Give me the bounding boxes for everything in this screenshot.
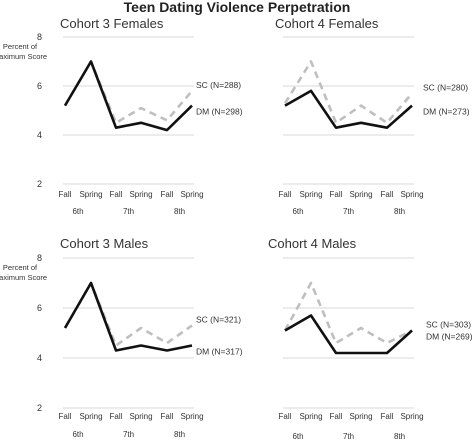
chart-1-series-sc-line (63, 60, 193, 125)
chart-2-series-dm-line (284, 89, 413, 129)
chart-3-series-label: DM (N=317) (196, 347, 243, 357)
chart-2-series-label: DM (N=273) (423, 107, 470, 117)
chart-4-grade-label: 7th (343, 432, 354, 441)
chart-4-category-label: Fall (330, 412, 343, 421)
chart-1-ytick-label: 8 (37, 32, 42, 42)
chart-2-category-label: Spring (349, 190, 372, 199)
chart-3-ytick-label: 2 (37, 403, 42, 413)
chart-2-category-label: Spring (400, 190, 423, 199)
chart-1-series-dm-line (63, 60, 193, 132)
chart-3-category-label: Fall (161, 412, 174, 421)
chart-1-ytick-label: 6 (37, 81, 42, 91)
chart-4-series-label: SC (N=303) (426, 320, 471, 330)
chart-3-grade-label: 6th (72, 430, 83, 439)
chart-4-category-label: Fall (279, 412, 292, 421)
chart-3-ylabel: Percent ofMaximum Score (0, 263, 47, 282)
chart-1-grade-label: 6th (72, 207, 83, 216)
chart-3-category-label: Fall (59, 412, 72, 421)
chart-4-title: Cohort 4 Males (268, 236, 357, 251)
chart-1-title: Cohort 3 Females (60, 16, 164, 31)
chart-1-category-label: Fall (161, 190, 174, 199)
chart-2-series-label: SC (N=280) (423, 82, 468, 92)
chart-4-grade-label: 8th (394, 432, 405, 441)
chart-4-category-label: Spring (349, 412, 372, 421)
chart-1-series-label: DM (N=298) (196, 107, 243, 117)
chart-1-grade-label: 7th (123, 207, 134, 216)
chart-1-ytick-label: 4 (37, 130, 42, 140)
chart-2-grade-label: 7th (343, 207, 354, 216)
chart-2-category-label: Fall (330, 190, 343, 199)
chart-2-category-label: Spring (299, 190, 322, 199)
chart-3-category-label: Spring (129, 412, 152, 421)
chart-3-category-label: Fall (110, 412, 123, 421)
chart-3-title: Cohort 3 Males (60, 236, 149, 251)
chart-4-grade-label: 6th (292, 432, 303, 441)
chart-3-ytick-label: 4 (37, 353, 42, 363)
chart-1-category-label: Fall (110, 190, 123, 199)
chart-1-category-label: Spring (129, 190, 152, 199)
chart-3-ytick-label: 8 (37, 253, 42, 263)
chart-2-title: Cohort 4 Females (275, 16, 379, 31)
chart-1-category-label: Fall (59, 190, 72, 199)
chart-2-grade-label: 8th (394, 207, 405, 216)
chart-4-category-label: Fall (381, 412, 394, 421)
chart-2-grade-label: 6th (292, 207, 303, 216)
chart-4-category-label: Spring (299, 412, 322, 421)
chart-3-series-label: SC (N=321) (196, 315, 241, 325)
chart-4-category-label: Spring (400, 412, 423, 421)
chart-2-category-label: Fall (381, 190, 394, 199)
chart-3-grade-label: 8th (174, 430, 185, 439)
chart-3-series-dm-line (63, 281, 193, 352)
chart-3-category-label: Spring (79, 412, 102, 421)
chart-3-ytick-label: 6 (37, 303, 42, 313)
chart-2-category-label: Fall (279, 190, 292, 199)
chart-1-category-label: Spring (79, 190, 102, 199)
chart-1-grade-label: 8th (174, 207, 185, 216)
chart-3-series-sc-line (63, 281, 193, 347)
chart-2-series-sc-line (283, 60, 413, 125)
chart-4-series-sc-line (283, 281, 413, 345)
chart-4-series-label: DM (N=269) (426, 332, 473, 342)
chart-3-grade-label: 7th (123, 430, 134, 439)
chart-1-category-label: Spring (180, 190, 203, 199)
chart-1-ylabel: Percent ofMaximum Score (0, 42, 47, 61)
chart-4-series-dm-line (284, 314, 413, 355)
chart-1-ytick-label: 2 (37, 179, 42, 189)
chart-3-category-label: Spring (180, 412, 203, 421)
chart-1-series-label: SC (N=288) (196, 80, 241, 90)
figure-title: Teen Dating Violence Perpetration (123, 0, 351, 15)
